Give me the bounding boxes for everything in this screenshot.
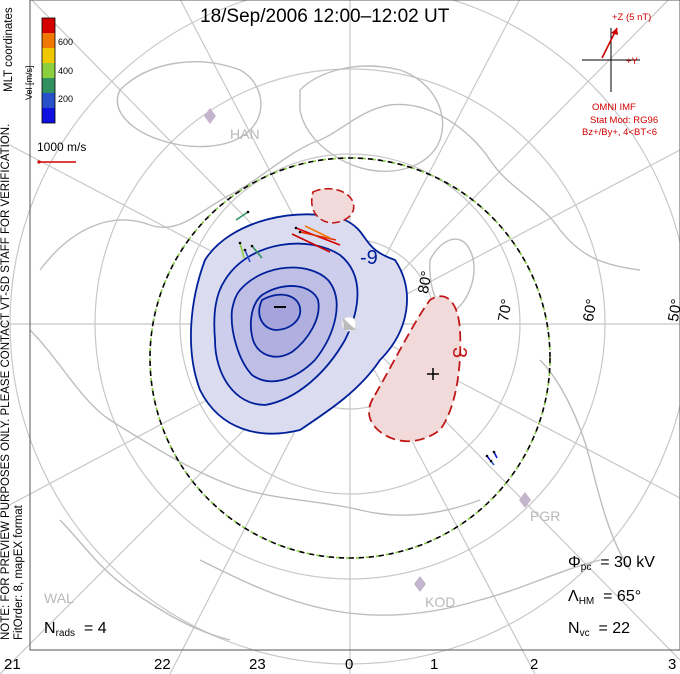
mlt-label-22: 22 [154,656,171,673]
nvc-value: = 22 [598,620,631,637]
velocity-vectors [235,211,498,466]
positive-cell [311,187,462,443]
preview-note-line: NOTE: FOR PREVIEW PURPOSES ONLY. PLEASE … [0,123,12,640]
mlt-label-23: 23 [249,656,266,673]
plot-frame [29,0,680,651]
imf-model: Stat Mod: RG96 [590,115,659,126]
nrads-subscript: rads [55,628,76,639]
reference-vector [37,160,76,164]
lambda-subscript: HM [578,596,595,607]
mlt-label-1: 1 [430,656,439,673]
colorbar-tick-400: 400 [58,66,74,76]
radar-count: Nrads = 4 [44,620,107,639]
nvc-subscript: vc [579,628,590,639]
site-label-wal: WAL [44,590,74,606]
colorbar-tick-600: 600 [58,37,74,47]
cross-polar-potential: Φpc = 30 kV [568,554,655,573]
nrads-value: = 4 [83,620,107,637]
mlt-label-21: 21 [4,656,21,673]
mlt-label-0: 0 [345,656,354,673]
vector-count: Nvc = 22 [568,620,630,639]
fit-order-line: FitOrder: 8, mapEX format [13,505,25,640]
hm-latitude: ΛHM = 65° [568,588,641,607]
latitude-label-50: 50° [665,297,680,323]
nvc-symbol: N [568,620,580,637]
phi-subscript: pc [580,562,592,573]
velocity-colorbar [41,17,56,124]
preview-note: NOTE: FOR PREVIEW PURPOSES ONLY. PLEASE … [0,124,26,640]
site-markers [204,108,531,592]
mlt-label-3: 3 [668,656,677,673]
imf-clock [582,27,640,92]
map-title: 18/Sep/2006 12:00–12:02 UT [200,6,450,27]
site-label-kod: KOD [425,594,456,610]
negative-cell [190,213,408,435]
colorbar-tick-200: 200 [58,94,74,104]
site-label-han: HAN [230,126,260,142]
imf-source: OMNI IMF [592,102,636,113]
lambda-value: = 65° [603,588,642,605]
reference-vector-label: 1000 m/s [37,140,87,154]
imf-y-label: +Y [626,56,638,67]
positive-contour-label: 3 [448,347,470,358]
phi-symbol: Φ [568,554,581,571]
imf-condition: Bz+/By+, 4<BT<6 [582,127,657,138]
imf-z-label: +Z (5 nT) [612,12,652,23]
coastlines [29,61,641,641]
mlt-label-2: 2 [530,656,539,673]
coordinate-system-label: MLT coordinates [3,7,15,92]
negative-contour-label: -9 [360,247,378,269]
vector-origins [238,210,496,463]
nrads-symbol: N [44,620,56,637]
site-label-pgr: PGR [530,508,561,524]
colorbar-title: Vel [m/s] [24,65,34,100]
magnetic-pole-marker [341,316,357,332]
lambda-symbol: Λ [568,588,579,605]
phi-value: = 30 kV [600,554,655,571]
